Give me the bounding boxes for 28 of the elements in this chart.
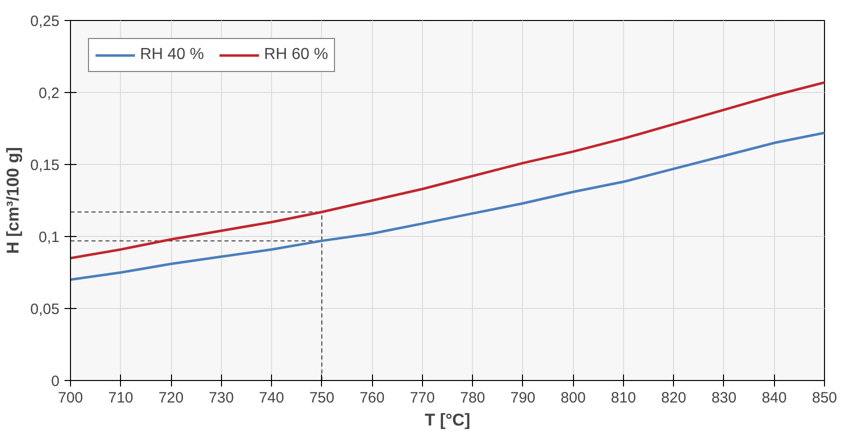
x-axis-title: T [°C] (424, 410, 470, 430)
x-tick-label: 800 (560, 390, 586, 406)
line-series (70, 81, 824, 260)
legend-label: RH 60 % (264, 46, 328, 64)
line-series (70, 132, 824, 281)
x-tick-label: 850 (812, 390, 838, 406)
x-tick-label: 710 (108, 390, 134, 406)
y-tick-label: 0 (51, 373, 60, 390)
y-axis-title: H [cm³/100 g] (3, 147, 22, 254)
x-tick-label: 700 (58, 390, 84, 406)
x-tick-label: 760 (360, 390, 385, 406)
x-tick-label: 790 (510, 390, 536, 406)
x-tick-label: 810 (610, 390, 636, 406)
x-tick-label: 720 (158, 390, 184, 406)
y-tick-label: 0,2 (38, 85, 60, 102)
x-tick-label: 740 (259, 390, 284, 406)
x-tick-label: 770 (410, 390, 435, 406)
x-tick-label: 780 (460, 390, 486, 406)
y-tick-label: 0,15 (30, 157, 60, 174)
x-tick-label: 730 (208, 390, 234, 406)
y-tick-label: 0,25 (30, 13, 60, 30)
y-tick-label: 0,1 (38, 229, 60, 246)
x-tick-label: 830 (711, 390, 736, 406)
x-tick-label: 840 (762, 390, 787, 406)
legend-label: RH 40 % (140, 46, 204, 64)
y-tick-label: 0,05 (30, 301, 60, 318)
x-tick-label: 820 (661, 390, 686, 406)
x-tick-label: 750 (309, 390, 334, 406)
